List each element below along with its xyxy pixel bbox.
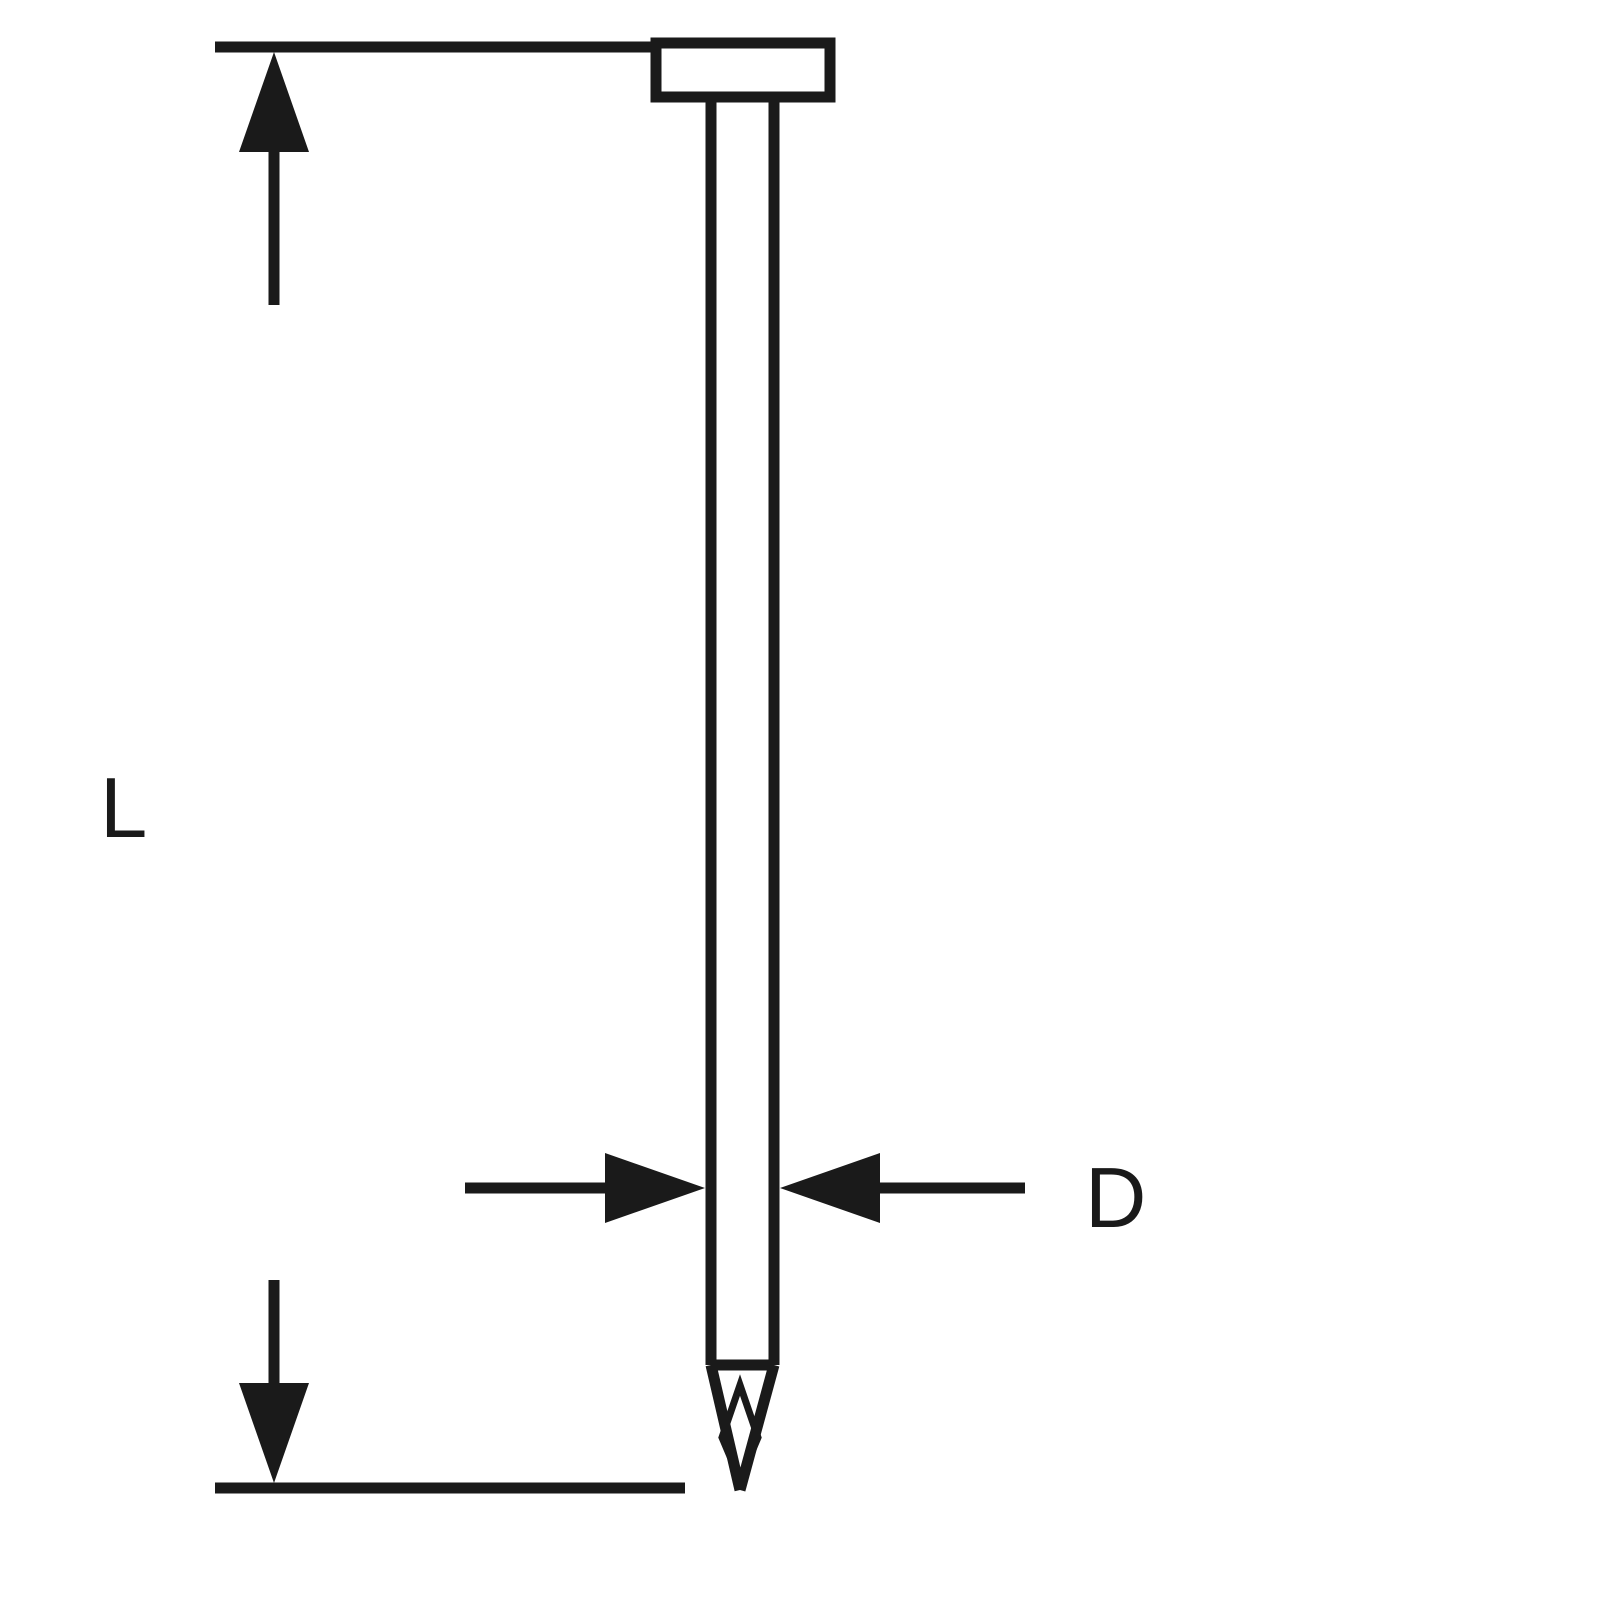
dim-L-bottom-arrowhead [239, 1383, 309, 1483]
dim-D-left-arrowhead [605, 1153, 705, 1223]
length-label: L [100, 760, 147, 858]
nail-diagram [0, 0, 1600, 1600]
diameter-label: D [1085, 1150, 1146, 1248]
nail-head [656, 43, 830, 97]
dim-L-top-arrowhead [239, 52, 309, 152]
dim-D-right-arrowhead [780, 1153, 880, 1223]
